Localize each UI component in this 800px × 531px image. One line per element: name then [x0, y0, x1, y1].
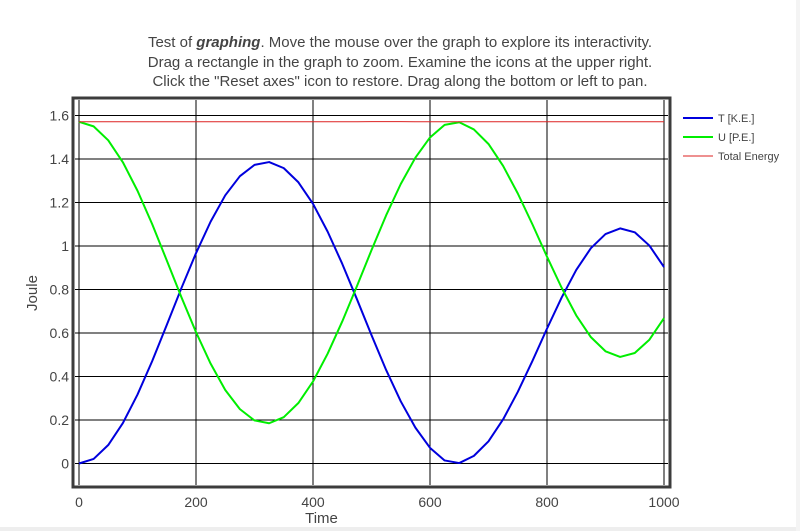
series-line-u-p-e: [78, 120, 665, 425]
caption-emphasis: graphing: [196, 34, 261, 51]
y-tick-label: 1: [61, 238, 69, 254]
y-tick-label: 0.6: [50, 325, 70, 341]
y-axis-title: Joule: [24, 275, 41, 311]
graph-caption: Test of graphing. Move the mouse over th…: [0, 33, 800, 92]
caption-line-1: Test of graphing. Move the mouse over th…: [0, 33, 800, 53]
x-tick-label: 200: [184, 494, 208, 510]
y-tick-label: 0.4: [50, 369, 70, 385]
y-tick-label: 0.8: [50, 282, 70, 298]
legend-label[interactable]: T [K.E.]: [718, 113, 754, 125]
y-tick-label: 0.2: [50, 412, 70, 428]
caption-text: Test of: [147, 34, 197, 51]
x-tick-label: 0: [75, 494, 83, 510]
caption-line-3: Click the "Reset axes" icon to restore. …: [152, 73, 648, 90]
y-tick-label: 0: [61, 456, 69, 472]
plot-frame[interactable]: [71, 96, 672, 489]
page-right-edge: [796, 0, 800, 531]
page-bottom-edge: [0, 527, 800, 531]
y-tick-label: 1.2: [50, 195, 70, 211]
caption-text: . Move the mouse over the graph to explo…: [260, 34, 653, 51]
x-tick-label: 800: [535, 494, 559, 510]
y-tick-label: 1.6: [50, 108, 70, 124]
legend-label[interactable]: Total Energy: [718, 151, 780, 163]
caption-line-2: Drag a rectangle in the graph to zoom. E…: [147, 53, 653, 71]
x-axis-title: Time: [305, 510, 338, 527]
x-tick-label: 600: [418, 494, 442, 510]
x-tick-label: 1000: [648, 494, 679, 510]
legend-label[interactable]: U [P.E.]: [718, 132, 754, 144]
series-line-t-k-e: [78, 161, 665, 465]
y-tick-label: 1.4: [50, 151, 70, 167]
x-tick-label: 400: [301, 494, 325, 510]
